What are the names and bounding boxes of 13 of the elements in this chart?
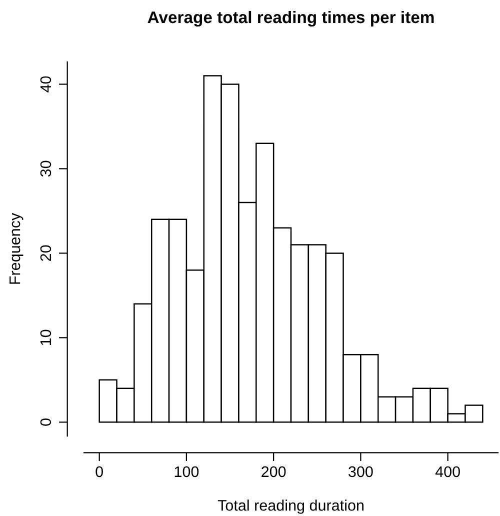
x-tick-label: 200	[262, 466, 286, 478]
x-tick-label: 400	[435, 466, 460, 478]
y-tick-label: 20	[40, 245, 52, 261]
x-tick-label: 300	[348, 466, 373, 478]
y-tick-label: 10	[40, 330, 52, 346]
y-axis-title: Frequency	[10, 212, 24, 284]
x-tick-label: 100	[174, 466, 199, 478]
y-tick-label: 30	[40, 160, 52, 177]
y-tick-label: 40	[40, 76, 52, 92]
y-tick-label: 0	[40, 418, 52, 426]
x-axis-title: Total reading duration	[218, 500, 364, 514]
chart-title: Average total reading times per item	[148, 10, 434, 27]
x-tick-label: 0	[96, 466, 103, 478]
